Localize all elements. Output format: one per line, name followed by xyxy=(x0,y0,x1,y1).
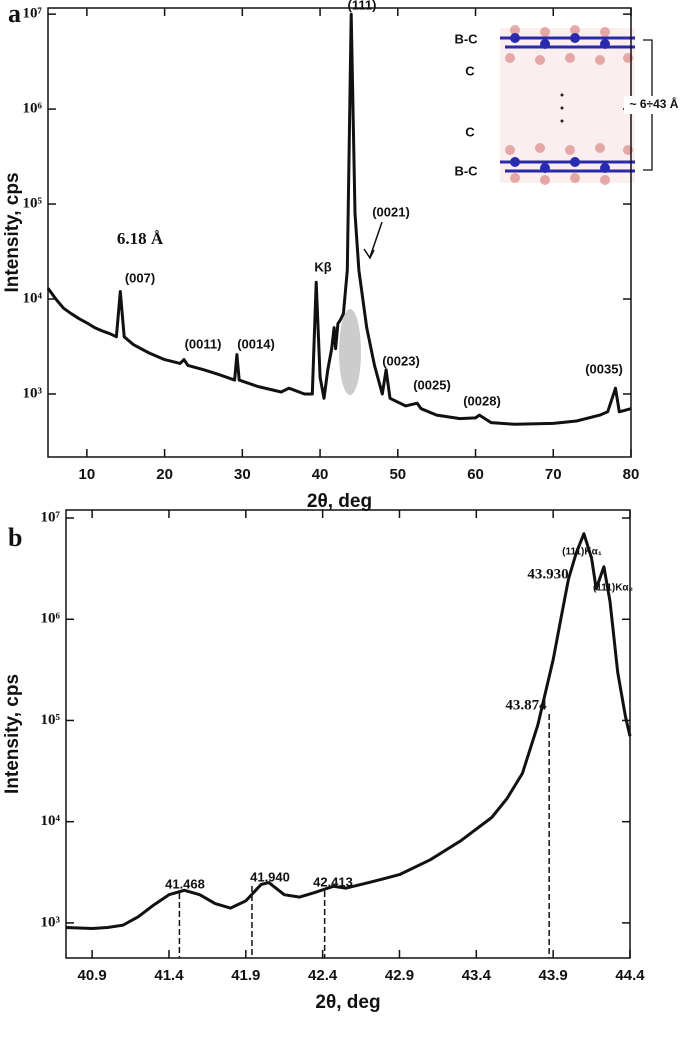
x-tick-label: 40 xyxy=(312,466,329,483)
annotation: (0021) xyxy=(372,204,410,219)
data-line xyxy=(65,532,632,930)
highlight-ellipse xyxy=(339,309,361,395)
y-tick-label: 10⁵ xyxy=(23,195,43,211)
peak-label: 43.874 xyxy=(505,697,547,713)
x-tick-label: 43.9 xyxy=(539,967,568,984)
annotation: (0035) xyxy=(585,361,623,376)
y-tick-label: 10⁴ xyxy=(23,290,43,306)
y-tick-label: 10³ xyxy=(41,914,61,930)
y-tick-label: 10⁶ xyxy=(41,611,61,627)
x-axis-title: 2θ, deg xyxy=(315,992,380,1013)
x-tick-label: 41.4 xyxy=(154,967,184,984)
annotation: (0025) xyxy=(413,377,451,392)
inset-label: B-C xyxy=(454,31,478,46)
x-tick-label: 43.4 xyxy=(462,967,492,984)
y-axis-title: Intensity, cps xyxy=(2,172,23,292)
x-tick-label: 42.9 xyxy=(385,967,414,984)
inset-label: C xyxy=(465,124,475,139)
x-tick-label: 44.4 xyxy=(615,967,645,984)
annotation: (0028) xyxy=(463,393,501,408)
peak-label: 43.930 xyxy=(527,566,568,582)
peak-label: 42.413 xyxy=(313,874,353,889)
plot-frame xyxy=(47,7,632,458)
inset-spacing: ~ 6÷43 Å xyxy=(630,96,679,111)
inset xyxy=(500,25,653,185)
annotation: (111) xyxy=(348,0,377,12)
annotation: (111)Kα₂ xyxy=(593,583,633,594)
data-line xyxy=(46,12,632,426)
x-tick-label: 10 xyxy=(79,466,96,483)
inset-label: B-C xyxy=(454,163,478,178)
annotation: (0011) xyxy=(185,336,222,351)
annotation: (007) xyxy=(125,270,155,285)
y-tick-label: 10⁷ xyxy=(41,509,61,525)
y-tick-label: 10⁷ xyxy=(23,6,43,22)
x-tick-label: 20 xyxy=(156,466,173,483)
inset-label: C xyxy=(465,63,475,78)
x-tick-label: 60 xyxy=(467,466,484,483)
x-tick-label: 40.9 xyxy=(78,967,107,984)
y-tick-label: 10⁵ xyxy=(41,712,61,728)
y-tick-label: 10⁴ xyxy=(41,813,61,829)
y-axis-title: Intensity, cps xyxy=(2,674,23,794)
x-tick-label: 50 xyxy=(389,466,406,483)
annotation: Kβ xyxy=(314,259,331,274)
x-axis-title: 2θ, deg xyxy=(307,491,372,512)
inset-bg xyxy=(500,28,635,183)
panel-label: a xyxy=(8,0,21,28)
panel-label: b xyxy=(8,523,22,552)
annotation: (111)Kα₁ xyxy=(562,547,602,558)
inset-boron xyxy=(510,33,610,173)
inset-dots xyxy=(560,93,564,123)
x-tick-label: 41.9 xyxy=(231,967,260,984)
x-tick-label: 80 xyxy=(623,466,640,483)
peak-label: 41.468 xyxy=(165,876,205,891)
inset-label-bg xyxy=(624,96,684,114)
inset-layers xyxy=(500,36,635,173)
annotation: (0014) xyxy=(237,336,275,351)
annotation: 6.18 Å xyxy=(117,229,164,248)
x-tick-label: 70 xyxy=(545,466,562,483)
y-tick-label: 10⁶ xyxy=(23,101,43,117)
x-tick-label: 42.4 xyxy=(308,967,338,984)
arrow xyxy=(363,221,383,260)
x-tick-label: 30 xyxy=(234,466,251,483)
peak-label: 41.940 xyxy=(250,869,290,884)
annotation: (0023) xyxy=(382,353,420,368)
y-tick-label: 10³ xyxy=(23,385,43,401)
